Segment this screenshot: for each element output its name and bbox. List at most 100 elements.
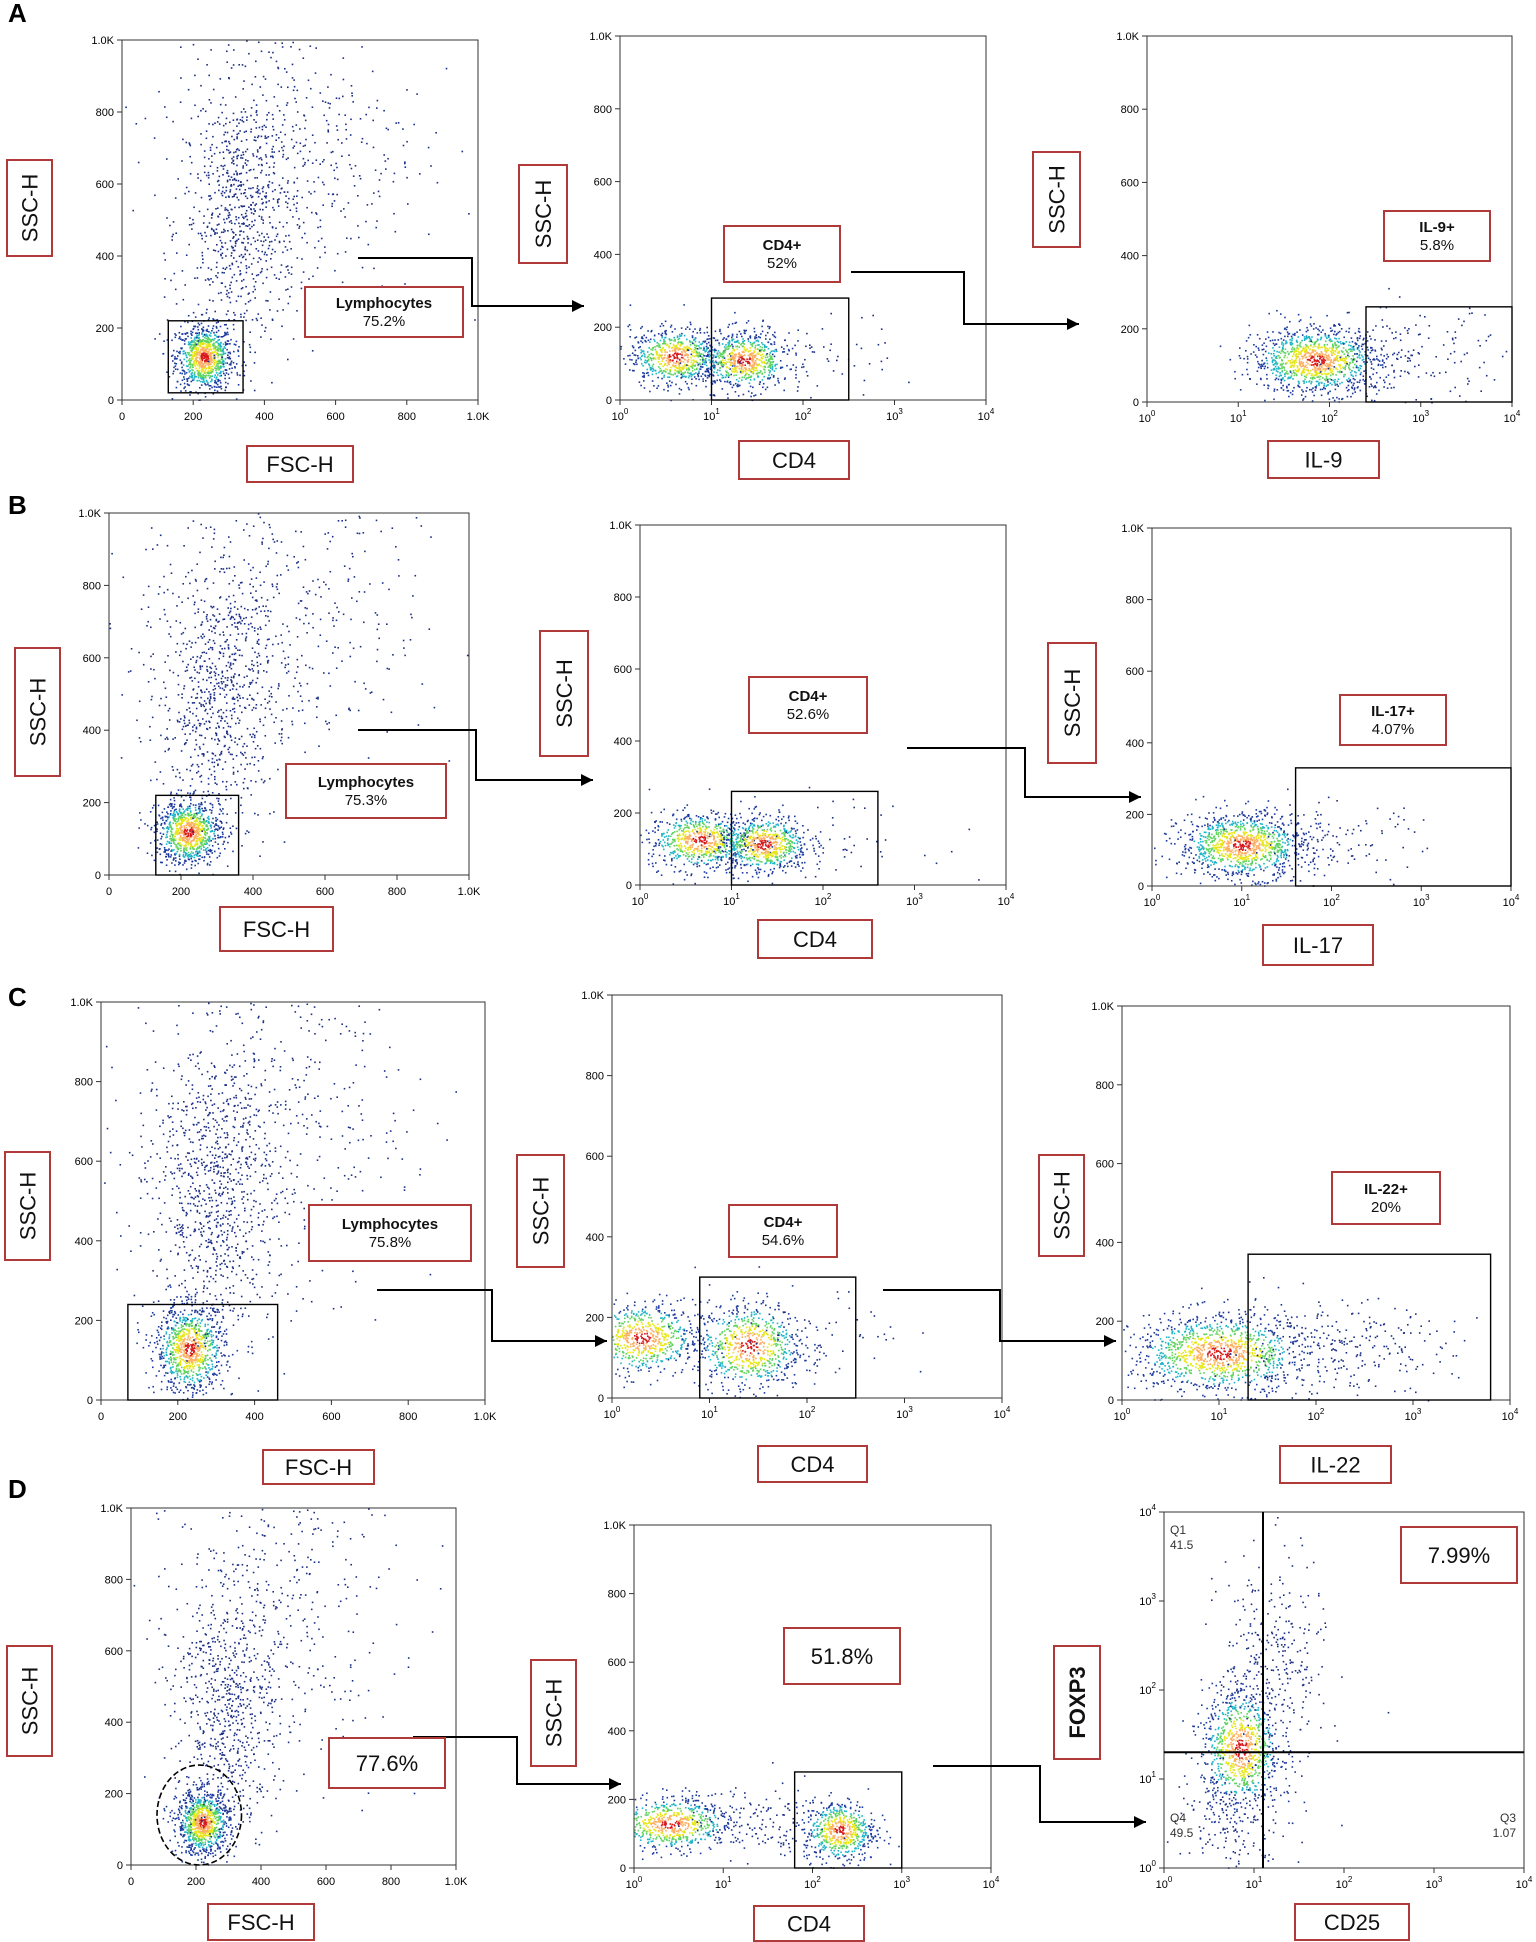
data-point (1309, 354, 1312, 356)
data-point (654, 340, 656, 342)
data-point (759, 381, 761, 383)
data-point (226, 172, 229, 175)
data-point (179, 350, 181, 353)
data-point (683, 375, 686, 378)
data-point (327, 193, 330, 195)
data-point (193, 338, 196, 340)
data-point (673, 362, 675, 364)
data-point (774, 336, 777, 339)
data-point (1421, 345, 1423, 348)
data-point (1360, 354, 1363, 357)
data-point (1301, 370, 1304, 372)
data-point (271, 226, 274, 228)
data-point (340, 210, 342, 212)
data-point (206, 64, 208, 66)
data-point (1266, 366, 1269, 369)
data-point (265, 201, 268, 204)
data-point (1336, 357, 1338, 360)
data-point (214, 347, 217, 349)
data-point (205, 359, 207, 361)
data-point (811, 351, 814, 353)
data-point (270, 266, 273, 269)
data-point (260, 171, 262, 174)
data-point (1407, 332, 1409, 334)
data-point (222, 246, 224, 249)
data-point (774, 350, 776, 353)
data-point (734, 391, 737, 393)
data-point (290, 273, 293, 275)
data-point (1245, 350, 1247, 352)
data-point (1318, 382, 1321, 384)
data-point (1312, 368, 1314, 371)
data-point (734, 361, 736, 364)
data-point (227, 230, 229, 232)
data-point (218, 386, 220, 388)
data-point (278, 278, 280, 280)
data-point (205, 137, 208, 140)
data-point (1293, 371, 1295, 374)
data-point (1382, 326, 1384, 328)
data-point (1326, 343, 1329, 346)
data-point (1277, 378, 1280, 381)
data-point (1408, 372, 1410, 375)
data-point (334, 177, 336, 180)
data-point (691, 350, 693, 353)
data-point (209, 335, 212, 337)
data-point (180, 390, 182, 392)
data-point (772, 376, 775, 378)
data-point (218, 223, 220, 226)
data-point (810, 346, 813, 348)
data-point (319, 219, 322, 222)
data-point (1329, 327, 1332, 329)
data-point (202, 373, 204, 376)
data-point (684, 354, 687, 357)
data-point (215, 365, 217, 368)
data-point (774, 384, 776, 386)
data-point (361, 266, 364, 269)
data-point (190, 391, 192, 393)
data-point (229, 204, 231, 206)
data-point (1317, 347, 1320, 350)
data-point (707, 374, 709, 377)
data-point (1327, 381, 1329, 383)
data-point (206, 352, 209, 354)
data-point (190, 337, 192, 339)
data-point (203, 362, 205, 365)
data-point (372, 146, 375, 149)
data-point (778, 381, 780, 384)
data-point (1319, 357, 1322, 360)
data-point (1321, 373, 1324, 376)
data-point (243, 316, 245, 318)
data-point (1269, 340, 1272, 342)
data-point (1316, 368, 1319, 370)
data-point (1265, 357, 1268, 359)
data-point (271, 135, 274, 137)
data-point (255, 203, 258, 205)
data-point (265, 99, 268, 102)
data-point (751, 342, 754, 345)
data-point (260, 216, 263, 218)
data-point (219, 386, 221, 388)
data-point (1239, 357, 1242, 359)
data-point (762, 361, 765, 364)
data-point (772, 361, 774, 363)
data-point (204, 110, 207, 113)
data-point (282, 177, 284, 179)
data-point (733, 364, 736, 367)
data-point (229, 284, 231, 287)
data-point (1349, 379, 1352, 381)
data-point (181, 379, 184, 382)
data-point (755, 340, 758, 342)
data-point (249, 227, 251, 230)
data-point (235, 260, 238, 263)
data-point (761, 361, 764, 364)
data-point (624, 363, 627, 365)
data-point (749, 341, 752, 344)
data-point (754, 336, 756, 338)
data-point (1278, 354, 1280, 357)
data-point (1325, 336, 1328, 339)
data-point (693, 359, 695, 362)
data-point (245, 285, 247, 288)
data-point (189, 341, 192, 343)
data-point (253, 208, 255, 210)
